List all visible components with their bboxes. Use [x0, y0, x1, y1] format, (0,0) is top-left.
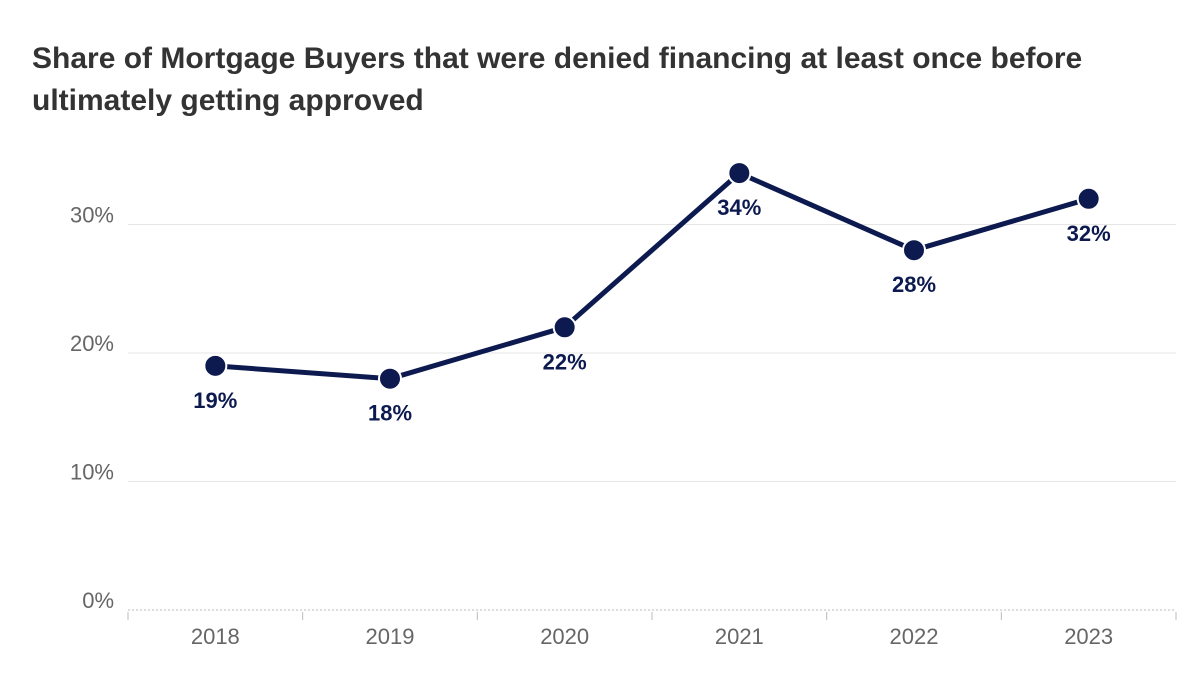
data-point [378, 366, 402, 391]
data-point [727, 161, 752, 186]
x-axis: 2018 2019 2020 2021 2022 2023 [127, 612, 1177, 649]
data-label: 34% [717, 195, 761, 220]
data-label: 22% [543, 349, 587, 374]
data-labels: 19% 18% 22% 34% 28% 32% [193, 195, 1110, 426]
x-tick-label: 2019 [366, 624, 415, 649]
data-point [552, 315, 577, 340]
y-tick-label: 20% [70, 331, 114, 356]
data-label: 19% [193, 388, 237, 413]
data-label: 18% [368, 401, 412, 426]
y-tick-label: 30% [70, 203, 114, 228]
chart-title: Share of Mortgage Buyers that were denie… [32, 42, 1083, 117]
y-tick-label: 0% [82, 588, 114, 613]
y-tick-label: 10% [70, 460, 114, 485]
x-tick-label: 2020 [540, 624, 589, 649]
series-line [212, 170, 1092, 382]
gridlines [128, 224, 1176, 611]
data-point [1076, 186, 1101, 211]
data-label: 32% [1067, 221, 1111, 246]
data-point [902, 238, 926, 263]
data-point [203, 353, 228, 378]
data-label: 28% [892, 272, 936, 297]
x-tick-label: 2021 [715, 624, 764, 649]
x-tick-label: 2023 [1064, 624, 1113, 649]
x-tick-label: 2022 [890, 624, 939, 649]
series-layer [203, 161, 1101, 391]
y-axis-ticks: 0% 10% 20% 30% [70, 203, 114, 614]
x-tick-label: 2018 [191, 624, 240, 649]
